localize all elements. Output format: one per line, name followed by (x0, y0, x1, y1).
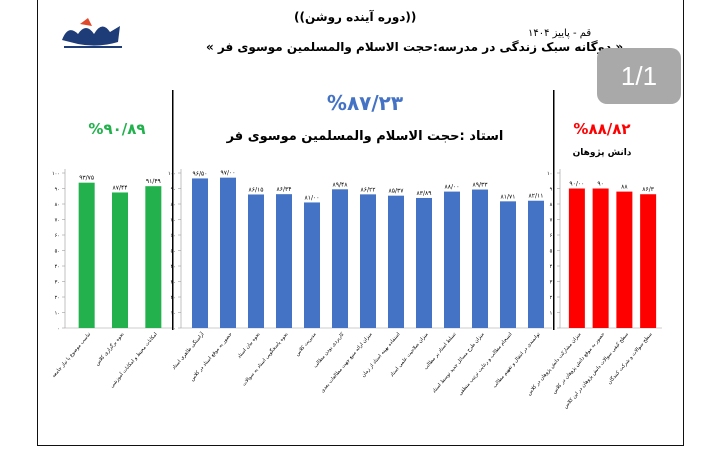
bar (332, 189, 348, 328)
bar (592, 188, 609, 328)
group-title: دانش پژوهان (573, 148, 632, 158)
bar (360, 194, 376, 328)
group-total-label: %۸۷/۲۳ (327, 91, 403, 115)
data-label: ۸۶/۳۴ (277, 186, 292, 193)
bar (528, 200, 544, 328)
data-label: ۸۳/۸۹ (417, 190, 432, 197)
category-label: سطح سوالات و شرکت کنندگان (606, 331, 654, 386)
y-tick-label: ۰ (173, 326, 176, 332)
y-tick-label: ۱۰۰ (547, 171, 555, 177)
y-tick-label: ۱۰ (550, 311, 555, 317)
group-title: استاد :حجت الاسلام والمسلمین موسوی فر (226, 129, 504, 144)
data-label: ۸۸/۰۰ (445, 184, 460, 191)
data-label: ۹۷/۰۰ (221, 170, 236, 177)
panel-divider-left (172, 90, 174, 330)
page-badge: 1/1 (597, 48, 681, 104)
category-label: مدیریت کلاس (294, 331, 317, 357)
y-tick-label: ۶۰ (550, 233, 555, 239)
data-label: ۸۷/۴۴ (113, 184, 128, 191)
data-label: ۸۱/۷۱ (501, 193, 516, 200)
y-tick-label: ۲۰ (550, 295, 555, 301)
y-tick-label: ۶۰ (55, 233, 60, 239)
data-label: ۹۱/۴۹ (146, 178, 161, 185)
bar (640, 194, 657, 328)
bar (78, 182, 95, 328)
frame-left-line (37, 0, 38, 446)
data-label: ۸۶/۳ (642, 186, 654, 193)
data-label: ۸۶/۲۲ (361, 186, 376, 193)
y-tick-label: ۷۰ (550, 218, 555, 224)
bar (568, 188, 585, 328)
data-label: ۸۵/۳۷ (389, 188, 405, 195)
y-tick-label: ۱۰۰ (168, 171, 176, 177)
y-tick-label: ۹۰ (55, 187, 60, 193)
data-label: ۸۸ (621, 184, 628, 191)
bar (616, 191, 633, 328)
header-line2: « دوگانه سبک زندگی در مدرسه:حجت الاسلام … (206, 40, 624, 54)
category-label: میزان طرح مسائل جدید توسط استاد (431, 331, 485, 394)
y-tick-label: ۰ (57, 326, 60, 332)
y-tick-label: ۵۰ (171, 249, 176, 255)
y-tick-label: ۸۰ (550, 202, 555, 208)
data-label: ۸۲/۱۱ (529, 193, 544, 200)
category-label: تناسب موضوع با نیاز جامعه (51, 331, 93, 379)
bar (276, 194, 292, 328)
y-tick-label: ۱۰۰ (52, 171, 60, 177)
y-tick-label: ۸۰ (171, 202, 176, 208)
panel-divider-right (553, 90, 555, 330)
y-tick-label: ۴۰ (55, 264, 60, 270)
logo (58, 14, 128, 54)
category-label: نحوه بیان استاد (236, 331, 261, 359)
y-tick-label: ۷۰ (55, 218, 60, 224)
y-tick-label: ۴۰ (171, 264, 176, 270)
y-tick-label: ۳۰ (55, 280, 60, 286)
bar (248, 194, 264, 328)
y-tick-label: ۱۰ (171, 311, 176, 317)
frame-bottom-line (37, 445, 684, 446)
data-label: ۸۹/۳۳ (473, 182, 489, 189)
y-tick-label: ۵۰ (550, 249, 555, 255)
y-tick-label: ۹۰ (550, 187, 555, 193)
y-tick-label: ۷۰ (171, 218, 176, 224)
data-label: ۸۹/۴۸ (333, 181, 349, 188)
bar (112, 192, 128, 328)
bar (416, 197, 432, 328)
category-label: انسجام مطالب و رعایت ترتیب منطقی (457, 331, 513, 396)
data-label: ۹۶/۵۰ (193, 170, 208, 177)
group-total-label: %۸۸/۸۲ (573, 120, 630, 138)
bar (388, 195, 404, 328)
y-tick-label: ۳۰ (171, 280, 176, 286)
y-tick-label: ۵۰ (55, 249, 60, 255)
y-tick-label: ۶۰ (171, 233, 176, 239)
frame-right-line (683, 0, 684, 446)
bar (444, 191, 460, 328)
y-tick-label: ۴۰ (550, 264, 555, 270)
data-label: ۹۰/۰۰ (569, 181, 584, 188)
data-label: ۸۶/۱۵ (249, 186, 264, 193)
data-label: ۹۰ (597, 181, 603, 188)
category-label: نحوه برگزاری کلاس (94, 331, 126, 367)
group-total-label: %۹۰/۸۹ (88, 120, 145, 138)
bar (192, 178, 208, 328)
y-tick-label: ۲۰ (55, 295, 60, 301)
bar (145, 186, 162, 328)
category-label: توانمندی در انتقال و تفهیم مطالب (492, 331, 542, 389)
bar (304, 202, 320, 328)
y-tick-label: ۲۰ (171, 295, 176, 301)
y-tick-label: ۱۰ (55, 311, 60, 317)
data-label: ۸۱/۰۰ (305, 194, 320, 201)
y-tick-label: ۰ (552, 326, 555, 332)
header-line1: ((دوره آینده روشن)) (294, 10, 417, 24)
data-label: ۹۳/۷۵ (79, 175, 94, 182)
bar (472, 189, 488, 328)
y-tick-label: ۸۰ (55, 202, 60, 208)
header-date: قم - پاییز ۱۴۰۴ (528, 28, 592, 39)
category-label: میزان ارائه منبع جهت مطالعات بعدی (320, 331, 374, 394)
y-tick-label: ۹۰ (171, 187, 176, 193)
bar (500, 201, 516, 328)
bar (220, 177, 236, 328)
category-label: نحوه پاسخگویی استاد به سوالات (240, 331, 289, 388)
y-tick-label: ۳۰ (550, 280, 555, 286)
